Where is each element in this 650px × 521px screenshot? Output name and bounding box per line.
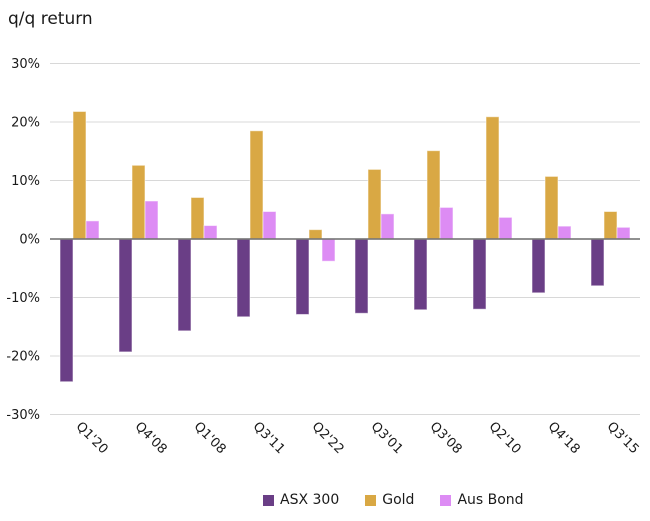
x-axis-tick-label: Q3'15	[604, 419, 642, 457]
bar-gold-4	[308, 229, 323, 240]
bar-chart-plot: 30% 20% 10% 0% -10% -20% -30% Q1'20 Q4'08 Q1'08 Q3…	[6, 57, 642, 457]
legend-item-asx-300: ASX 300	[263, 492, 339, 508]
bar-asx-300-4	[295, 238, 310, 315]
x-axis-tick-label: Q3'11	[250, 419, 288, 457]
y-axis-tick-label: 0%	[19, 233, 40, 248]
bar-aus-bond-3	[262, 211, 277, 240]
bar-asx-300-7	[472, 238, 487, 310]
x-axis-tick-label: Q2'10	[486, 419, 524, 457]
bar-gold-5	[367, 168, 382, 240]
legend-swatch-icon	[365, 494, 377, 506]
chart-title: q/q return	[8, 9, 93, 29]
x-axis-tick-label: Q3'08	[427, 419, 465, 457]
bar-gold-1	[131, 164, 146, 240]
bar-asx-300-6	[413, 238, 428, 311]
bar-aus-bond-9	[616, 226, 631, 240]
legend-item-aus-bond: Aus Bond	[440, 492, 524, 508]
bar-gold-3	[249, 130, 264, 240]
legend-item-gold: Gold	[365, 492, 414, 508]
x-axis-tick-label: Q4'08	[132, 419, 170, 457]
legend-label: Gold	[382, 492, 415, 508]
bar-gold-9	[603, 211, 618, 240]
bar-aus-bond-1	[144, 200, 159, 240]
bar-asx-300-5	[354, 238, 369, 314]
x-axis-tick-label: Q1'08	[191, 419, 229, 457]
bar-gold-7	[485, 116, 500, 240]
y-axis-tick-label: 20%	[11, 116, 40, 131]
bar-gold-2	[190, 196, 205, 240]
bar-asx-300-0	[59, 238, 74, 383]
y-axis-tick-label: 10%	[11, 174, 40, 189]
y-axis-tick-label: 30%	[11, 57, 40, 72]
legend-label: ASX 300	[280, 492, 340, 508]
y-axis-tick-label: -30%	[6, 408, 40, 423]
x-axis-tick-label: Q2'22	[309, 419, 347, 457]
bar-gold-8	[544, 175, 559, 240]
bar-asx-300-3	[236, 238, 251, 318]
bar-gold-0	[72, 110, 87, 240]
bar-asx-300-8	[531, 238, 546, 294]
y-axis-tick-label: -20%	[6, 350, 40, 365]
bar-aus-bond-2	[203, 225, 218, 240]
bar-aus-bond-8	[557, 225, 572, 240]
legend-swatch-icon	[440, 494, 452, 506]
bar-aus-bond-6	[439, 206, 454, 240]
bar-aus-bond-4	[321, 238, 336, 262]
y-axis-tick-label: -10%	[6, 291, 40, 306]
bar-aus-bond-7	[498, 216, 513, 240]
bar-gold-6	[426, 150, 441, 240]
legend-swatch-icon	[263, 494, 274, 506]
bar-aus-bond-5	[380, 213, 395, 240]
x-axis-tick-label: Q1'20	[73, 419, 111, 457]
legend-label: Aus Bond	[457, 492, 524, 508]
x-axis-tick-label: Q4'18	[545, 419, 583, 457]
bar-aus-bond-0	[85, 220, 100, 240]
bar-asx-300-9	[590, 238, 605, 287]
bar-asx-300-1	[118, 238, 133, 353]
chart-legend: ASX 300 Gold Aus Bond	[263, 492, 524, 508]
bar-asx-300-2	[177, 238, 192, 332]
x-axis-tick-label: Q3'01	[368, 419, 406, 457]
